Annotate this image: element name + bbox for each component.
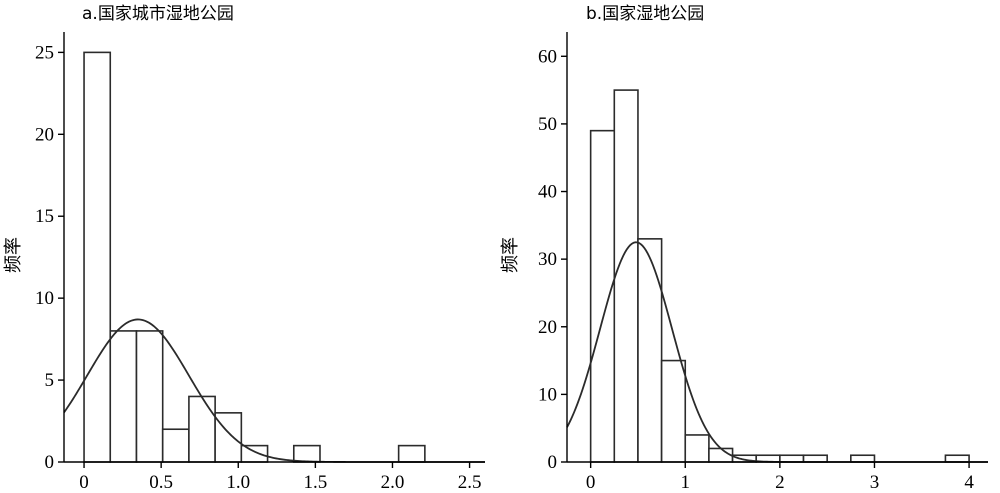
y-tick-label: 0	[548, 452, 558, 473]
histogram-bar	[83, 51, 112, 463]
x-tick-label: 2	[775, 472, 785, 493]
histogram-bar	[944, 454, 970, 463]
histogram-bar	[779, 454, 805, 463]
x-tick-label: 2.5	[458, 472, 482, 493]
x-tick-label: 2.0	[381, 472, 405, 493]
histogram-panel-a: a.国家城市湿地公园 频率 0 5 10 15 20 25 0 0.5 1.0 1.5 2.0 2.5	[3, 4, 485, 493]
histogram-bar	[161, 428, 190, 463]
histogram-bar	[292, 444, 321, 463]
x-tick-label: 1.5	[303, 472, 327, 493]
histogram-bar	[397, 444, 426, 463]
chart-title: a.国家城市湿地公园	[82, 4, 234, 24]
x-tick-label: 3	[870, 472, 880, 493]
y-tick-label: 10	[538, 384, 557, 405]
y-tick-label: 25	[35, 42, 54, 63]
chart-title: b.国家湿地公园	[586, 4, 704, 24]
x-tick-label: 0.5	[149, 472, 173, 493]
histogram-bar	[684, 434, 710, 463]
histogram-bar	[214, 412, 243, 463]
histogram-bar	[613, 89, 639, 463]
histogram-bar	[188, 395, 216, 463]
histogram-bar	[637, 238, 663, 463]
x-tick-label: 1	[681, 472, 691, 493]
y-tick-label: 10	[35, 288, 54, 309]
x-tick-label: 4	[964, 472, 974, 493]
histogram-bar	[660, 359, 687, 463]
y-tick-label: 5	[45, 370, 55, 391]
y-axis-label: 频率	[3, 237, 24, 273]
histogram-bar	[802, 454, 828, 463]
y-tick-label: 40	[538, 182, 557, 203]
x-tick-label: 0	[586, 472, 596, 493]
y-tick-label: 20	[35, 124, 54, 145]
x-tick-label: 0	[79, 472, 89, 493]
histogram-bar	[109, 330, 138, 463]
histogram-bar	[589, 129, 616, 463]
y-tick-label: 20	[538, 317, 557, 338]
x-tick-label: 1.0	[226, 472, 250, 493]
plot-marks: 0 5 10 15 20 25 0 0.5 1.0 1.5 2.0 2.5	[35, 32, 485, 493]
histogram-bar	[240, 444, 269, 463]
y-tick-label: 50	[538, 114, 557, 135]
y-tick-label: 30	[538, 249, 557, 270]
y-tick-label: 15	[35, 206, 54, 227]
histogram-bar	[850, 454, 876, 463]
y-axis-label: 频率	[500, 237, 521, 273]
histogram-panel-b: b.国家湿地公园 频率 0 10 20 30 40 50 60 0 1 2 3 4	[500, 4, 988, 493]
y-tick-label: 60	[538, 46, 557, 67]
plot-marks: 0 10 20 30 40 50 60 0 1 2 3 4	[538, 32, 988, 493]
histogram-bar	[135, 330, 164, 463]
y-tick-label: 0	[45, 452, 55, 473]
